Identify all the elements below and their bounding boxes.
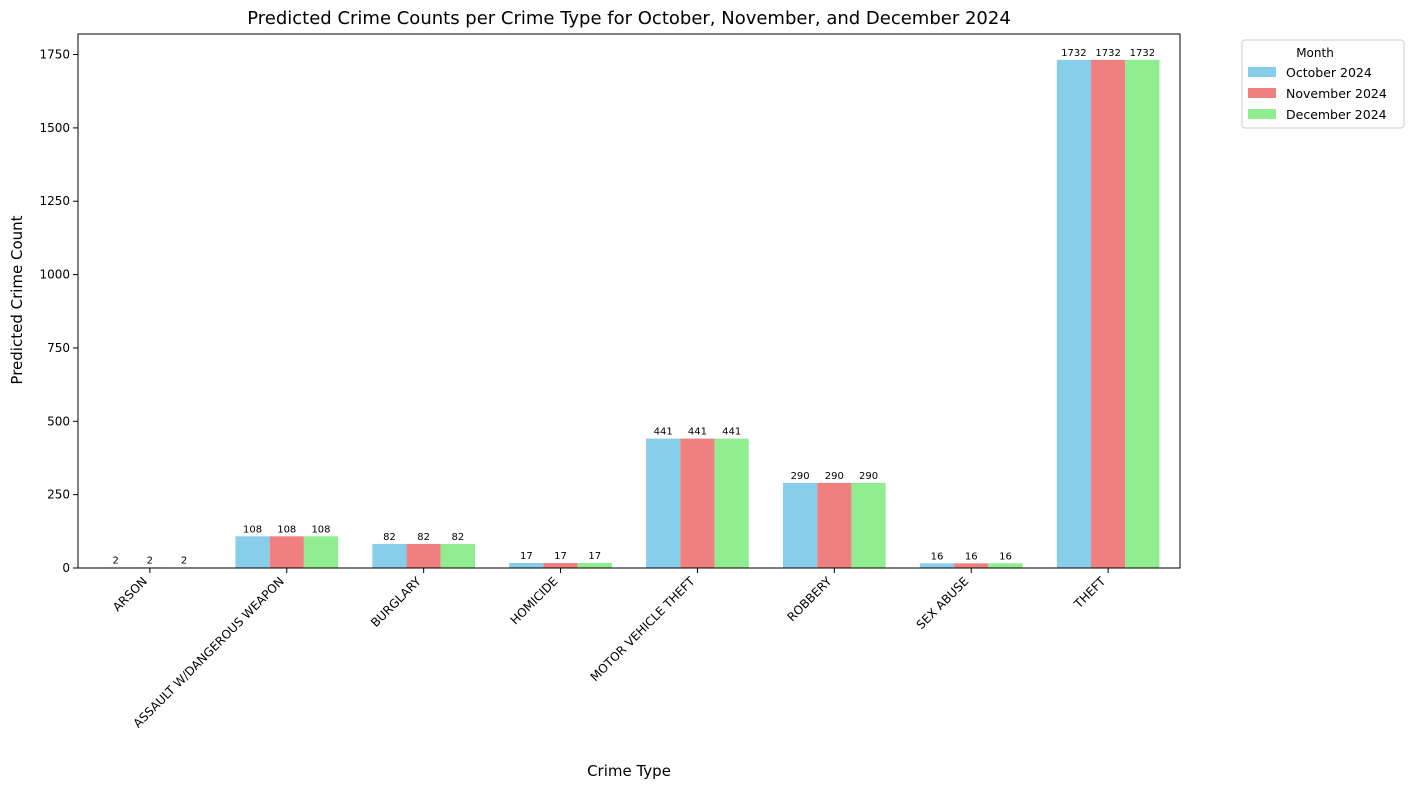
data-label: 108 [311,524,330,535]
legend-label: December 2024 [1286,107,1387,122]
legend-title: Month [1296,46,1334,60]
bar [269,536,304,568]
legend-swatch [1248,67,1276,77]
legend-swatch [1248,109,1276,119]
bar [1091,59,1126,568]
y-tick-label: 0 [62,561,70,575]
bar [646,438,681,568]
y-tick-label: 1500 [39,121,70,135]
y-tick-label: 1750 [39,48,70,62]
chart-title: Predicted Crime Counts per Crime Type fo… [247,8,1011,29]
data-label: 290 [825,471,844,482]
data-label: 82 [417,532,430,543]
bar [714,438,749,568]
x-tick-label: HOMICIDE [508,574,561,627]
legend: Month October 2024 November 2024 December … [1241,39,1405,129]
x-tick-label: ARSON [110,574,150,614]
legend-label: October 2024 [1286,65,1372,80]
data-label: 2 [112,555,118,566]
bar [1056,59,1092,568]
bar [988,563,1023,568]
x-tick-label: SEX ABUSE [914,574,972,632]
data-label: 2 [147,555,153,566]
bar [406,543,441,568]
data-label: 290 [859,471,878,482]
data-label: 17 [554,551,567,562]
y-tick-label: 1250 [39,194,70,208]
bar [440,543,475,568]
x-axis-title: Crime Type [587,762,671,780]
axes-frame [77,33,1181,569]
data-label: 17 [520,551,533,562]
bar [372,543,407,568]
y-tick-label: 750 [47,341,70,355]
data-label: 441 [722,427,741,438]
bar [680,438,715,568]
bar [543,563,578,568]
x-tick-label: ASSAULT W/DANGEROUS WEAPON [131,574,287,730]
bar [509,563,544,568]
x-tick-label: BURGLARY [368,574,424,630]
data-label: 1732 [1130,48,1155,59]
bar [1125,59,1160,568]
y-tick-label: 500 [47,414,70,428]
data-label: 108 [243,524,262,535]
y-tick-label: 1000 [39,268,70,282]
bar [783,482,818,568]
x-tick-label: THEFT [1071,574,1109,612]
data-label: 17 [588,551,601,562]
bar [303,536,339,568]
data-label: 82 [383,532,396,543]
y-tick-label: 250 [47,488,70,502]
bar [919,563,955,568]
legend-swatch [1248,88,1276,98]
data-label: 16 [999,551,1012,562]
data-label: 2 [181,555,187,566]
bar [235,536,270,568]
data-label: 1732 [1061,48,1086,59]
data-label: 108 [277,524,296,535]
bar [851,482,886,568]
legend-label: November 2024 [1286,86,1387,101]
data-label: 441 [654,427,673,438]
bar [817,482,852,568]
x-tick-label: MOTOR VEHICLE THEFT [588,574,698,684]
x-tick-label: ROBBERY [784,574,834,624]
data-label: 82 [452,532,465,543]
y-axis-title: Predicted Crime Count [8,215,26,384]
data-label: 16 [931,551,944,562]
data-label: 290 [791,471,810,482]
legend-frame [1241,39,1405,129]
plot-area: 2 108 82 17 441 290 16 1732 2 108 82 17 441 290 16 1732… [39,33,1181,731]
bar [954,563,989,568]
data-label: 16 [965,551,978,562]
data-label: 441 [688,427,707,438]
data-label: 1732 [1095,48,1120,59]
bar [577,563,612,568]
